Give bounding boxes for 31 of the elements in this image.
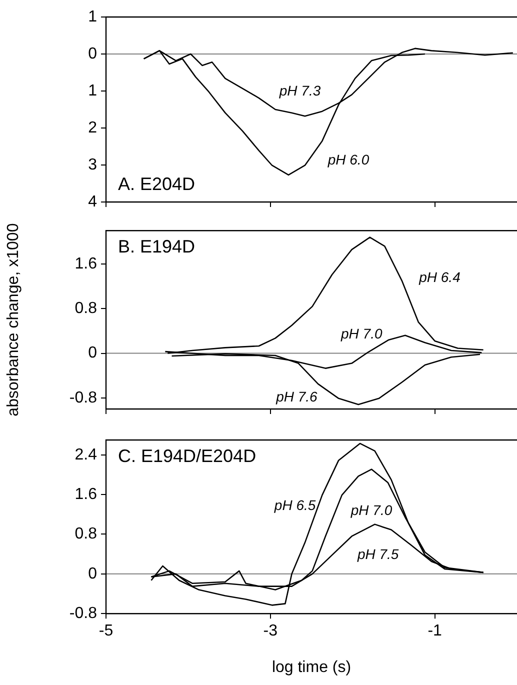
x-tick-label: -5 bbox=[98, 622, 114, 640]
y-tick-label: 1.6 bbox=[74, 486, 98, 503]
y-tick-label: 2 bbox=[88, 119, 98, 136]
y-tick-label: 1 bbox=[88, 82, 98, 100]
y-tick-label: 0 bbox=[88, 565, 98, 582]
y-tick-label: 0 bbox=[88, 45, 98, 62]
y-tick-label: 0.8 bbox=[74, 300, 98, 318]
text: A. E204D bbox=[118, 174, 196, 194]
y-tick-label: 1.6 bbox=[74, 255, 98, 272]
y-tick-label: -0.8 bbox=[69, 605, 98, 622]
chart-title: C. E194D/E204D bbox=[118, 446, 256, 466]
annotation: pH 7.3 bbox=[278, 82, 321, 99]
y-axis-title: absorbance change, x1000 bbox=[5, 223, 22, 416]
x-tick-label: -3 bbox=[263, 622, 278, 640]
y-tick-label: 1 bbox=[88, 8, 98, 26]
y-tick-label: 3 bbox=[88, 156, 98, 174]
x-axis-title: log time (s) bbox=[272, 658, 352, 676]
y-tick-label: 0 bbox=[88, 344, 98, 362]
annotation: pH 7.0 bbox=[340, 326, 382, 342]
x-tick-label: -1 bbox=[428, 622, 442, 640]
chart-title: B. E194D bbox=[118, 236, 196, 257]
y-tick-label: 4 bbox=[88, 193, 98, 210]
y-tick-label: 0.8 bbox=[74, 526, 98, 543]
annotation: pH 7.6 bbox=[275, 388, 318, 404]
annotation: pH 6.5 bbox=[273, 496, 316, 513]
y-tick-label: -0.8 bbox=[69, 389, 98, 406]
annotation: pH 6.4 bbox=[418, 268, 461, 285]
annotation: pH 7.0 bbox=[350, 502, 392, 518]
annotation: pH 7.5 bbox=[356, 546, 399, 562]
y-tick-label: 2.4 bbox=[74, 446, 98, 464]
annotation: pH 6.0 bbox=[326, 151, 370, 168]
